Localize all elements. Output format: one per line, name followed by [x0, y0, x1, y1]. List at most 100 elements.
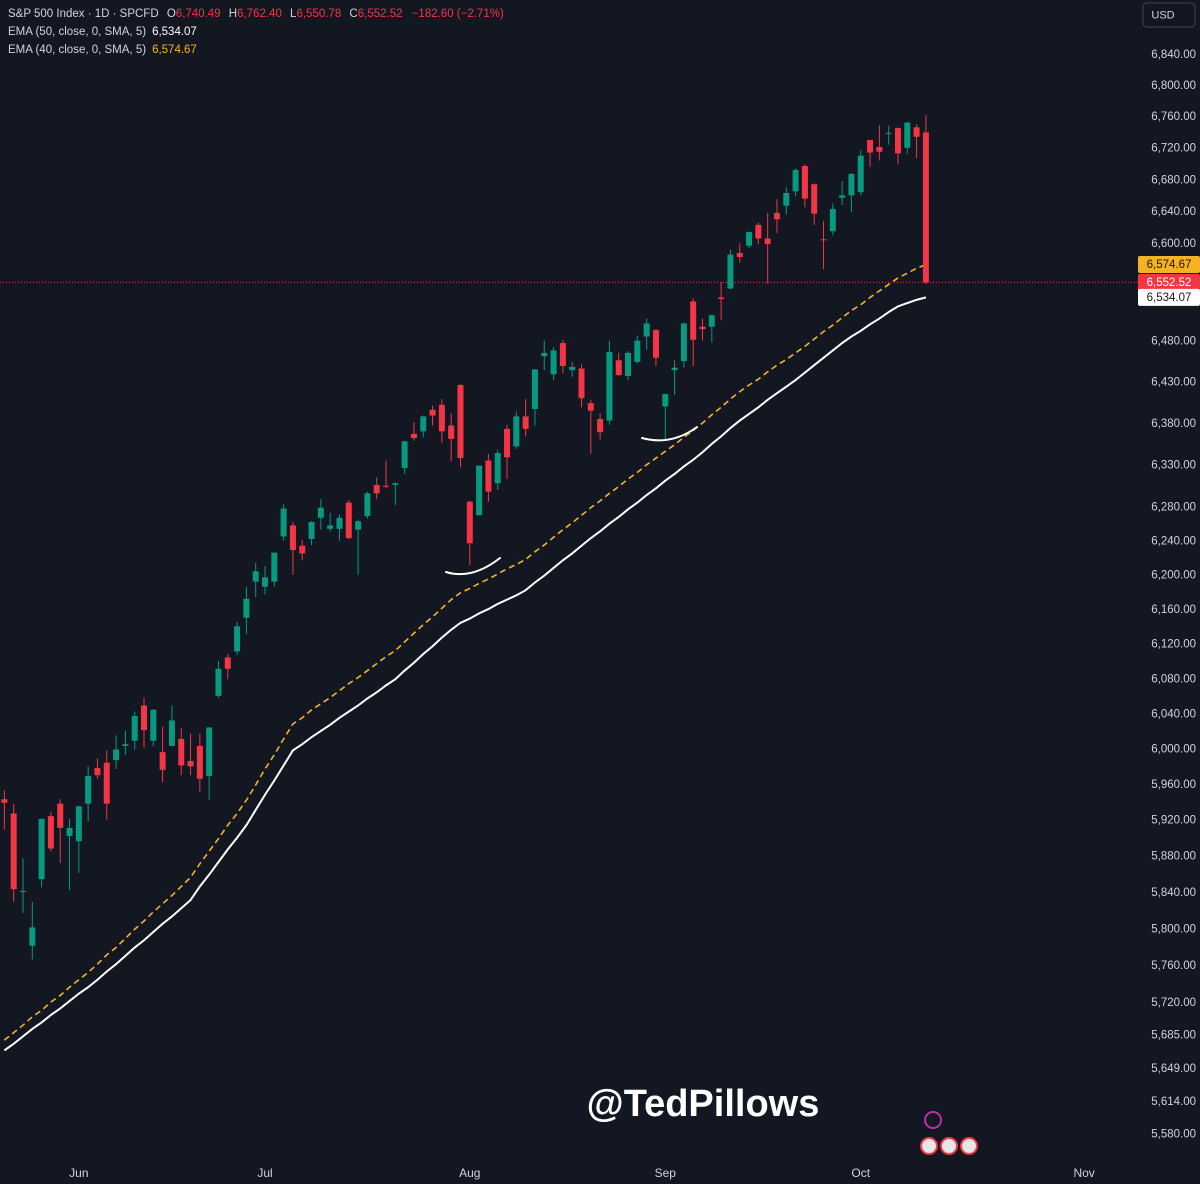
candle-body [19, 890, 26, 892]
y-tick-label: 6,000.00 [1151, 744, 1196, 756]
plot-area [0, 115, 1140, 1052]
candle-body [187, 760, 194, 767]
x-tick-label: Nov [1073, 1166, 1094, 1180]
event-icons[interactable] [920, 1111, 978, 1155]
legend: S&P 500 Index · 1D · SPCFD O6,740.49 H6,… [8, 5, 504, 59]
y-tick-label: 5,614.00 [1151, 1096, 1196, 1108]
y-tick-label: 6,840.00 [1151, 49, 1196, 61]
candle-body [355, 521, 362, 530]
candle-body [904, 122, 911, 148]
event-icon[interactable] [920, 1137, 938, 1155]
candle-body [867, 139, 874, 153]
indicator-name[interactable]: EMA (40, close, 0, SMA, 5) [8, 44, 147, 56]
y-tick-label: 6,800.00 [1151, 80, 1196, 92]
candle-body [85, 776, 92, 804]
candle-body [457, 384, 464, 459]
candle-body [141, 705, 148, 731]
candle-body [392, 483, 399, 485]
candle-body [531, 369, 538, 409]
candle-body [829, 208, 836, 232]
candle-body [66, 827, 73, 836]
event-icon[interactable] [940, 1137, 958, 1155]
candle-body [252, 571, 259, 582]
ohlc-value: 6,552.52 [357, 8, 403, 20]
candle-body [373, 484, 380, 494]
y-tick-label: 6,380.00 [1151, 418, 1196, 430]
candle-body [327, 525, 334, 529]
candle-body [820, 239, 827, 241]
price-badge-label: 6,534.07 [1147, 292, 1192, 304]
candle-body [652, 329, 659, 358]
candle-body [848, 173, 855, 196]
price-badge-label: 6,574.67 [1147, 259, 1192, 271]
candle-body [38, 818, 45, 880]
candle-body [448, 425, 455, 439]
candle-body [271, 552, 278, 582]
candle-body [476, 465, 483, 516]
indicator-line [3, 263, 927, 1041]
candle-body [317, 507, 324, 518]
candle-body [671, 367, 678, 371]
ohlc-key: O [166, 8, 176, 20]
y-tick-label: 6,200.00 [1151, 570, 1196, 582]
candle-body [289, 525, 296, 551]
y-tick-label: 5,760.00 [1151, 960, 1196, 972]
candle-body [196, 745, 203, 779]
y-tick-label: 6,120.00 [1151, 639, 1196, 651]
indicator-row: EMA (40, close, 0, SMA, 5) 6,574.67 [8, 41, 504, 59]
candle-body [541, 352, 548, 357]
ohlc-key: L [290, 8, 297, 20]
candle-body [429, 409, 436, 416]
candle-body [662, 394, 669, 407]
candle-body [801, 165, 808, 199]
y-tick-label: 6,680.00 [1151, 174, 1196, 186]
indicator-value: 6,534.07 [152, 26, 197, 38]
y-tick-label: 6,080.00 [1151, 673, 1196, 685]
candle-body [466, 501, 473, 544]
candle-body [410, 433, 417, 439]
y-tick-label: 6,040.00 [1151, 708, 1196, 720]
watermark: @TedPillows [587, 1083, 820, 1125]
symbol-title[interactable]: S&P 500 Index · 1D · SPCFD [8, 8, 159, 20]
y-tick-label: 6,720.00 [1151, 143, 1196, 155]
candle-body [57, 803, 64, 828]
candle-body [47, 816, 54, 849]
candle-body [522, 416, 529, 429]
candle-body [364, 493, 371, 517]
candle-body [578, 368, 585, 399]
price-badge [1138, 256, 1200, 274]
candle-body [131, 716, 138, 741]
event-icon[interactable] [960, 1137, 978, 1155]
y-tick-label: 5,649.00 [1151, 1063, 1196, 1075]
candle-body [168, 720, 175, 746]
candle-body [215, 668, 222, 696]
indicator-name[interactable]: EMA (50, close, 0, SMA, 5) [8, 26, 147, 38]
candle-body [10, 813, 17, 890]
candle-body [299, 545, 306, 554]
candle-body [345, 502, 352, 539]
candle-body [876, 147, 883, 152]
price-badge-label: 6,552.52 [1147, 277, 1192, 289]
indicator-row: EMA (50, close, 0, SMA, 5) 6,534.07 [8, 23, 504, 41]
price-badge [1138, 288, 1200, 306]
candle-body [699, 326, 706, 330]
candle-body [569, 366, 576, 371]
candle-body [773, 212, 780, 220]
change: −182.60 (−2.71%) [411, 8, 504, 20]
candle-body [736, 252, 743, 258]
x-tick-label: Aug [459, 1166, 480, 1180]
candle-body [559, 343, 566, 367]
currency-box[interactable] [1142, 2, 1196, 28]
x-tick-label: Oct [851, 1166, 870, 1180]
event-icon[interactable] [924, 1111, 942, 1129]
y-tick-label: 5,880.00 [1151, 851, 1196, 863]
y-tick-label: 6,640.00 [1151, 206, 1196, 218]
y-tick-label: 5,960.00 [1151, 779, 1196, 791]
candle-body [178, 738, 185, 766]
candle-body [113, 749, 120, 761]
candle-body [727, 254, 734, 289]
drawn-arc [641, 426, 698, 442]
x-tick-label: Sep [655, 1166, 677, 1180]
